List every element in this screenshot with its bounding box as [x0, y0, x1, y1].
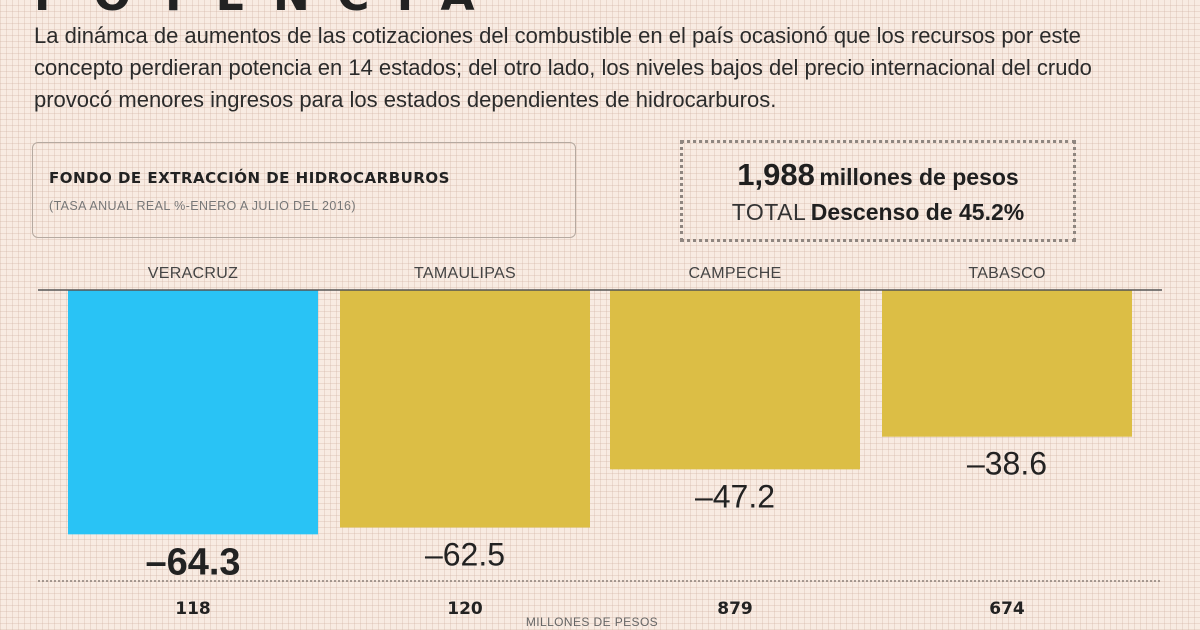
- amount-label-veracruz: 118: [175, 599, 211, 619]
- value-label-tabasco: –38.6: [967, 446, 1047, 482]
- bars-layer: [68, 290, 1132, 535]
- chart-title: FONDO DE EXTRACCIÓN DE HIDROCARBUROS: [49, 169, 450, 187]
- total-unit: millones de pesos: [819, 164, 1019, 190]
- category-label-tabasco: TABASCO: [968, 265, 1045, 282]
- bar-campeche: [610, 290, 860, 470]
- total-value: 1,988: [737, 157, 815, 192]
- bar-tabasco: [882, 290, 1132, 437]
- chart-title-box: FONDO DE EXTRACCIÓN DE HIDROCARBUROS (TA…: [32, 142, 576, 238]
- chart-subtitle: (TASA ANUAL REAL %-ENERO A JULIO DEL 201…: [49, 199, 356, 213]
- category-label-campeche: CAMPECHE: [688, 265, 781, 282]
- category-label-tamaulipas: TAMAULIPAS: [414, 265, 516, 282]
- amount-label-tamaulipas: 120: [447, 599, 483, 619]
- amount-label-campeche: 879: [717, 599, 753, 619]
- category-label-veracruz: VERACRUZ: [148, 265, 238, 282]
- value-label-tamaulipas: –62.5: [425, 537, 505, 573]
- intro-paragraph: La dinámca de aumentos de las cotizacion…: [34, 23, 1092, 112]
- total-summary-box: 1,988 millones de pesos TOTAL Descenso d…: [680, 140, 1076, 242]
- amount-label-tabasco: 674: [989, 599, 1025, 619]
- amounts-unit-label: MILLONES DE PESOS: [526, 615, 658, 629]
- total-change: Descenso de 45.2%: [810, 199, 1025, 225]
- value-label-campeche: –47.2: [695, 478, 775, 514]
- bar-tamaulipas: [340, 290, 590, 528]
- bar-veracruz: [68, 290, 318, 535]
- labels-layer: VERACRUZ –64.3 118 TAMAULIPAS –62.5 120 CAMPEC…: [145, 265, 1047, 619]
- total-label: TOTAL: [731, 199, 807, 225]
- headline-fragment: P O T E N C I A: [34, 0, 481, 21]
- value-label-veracruz: –64.3: [145, 541, 240, 583]
